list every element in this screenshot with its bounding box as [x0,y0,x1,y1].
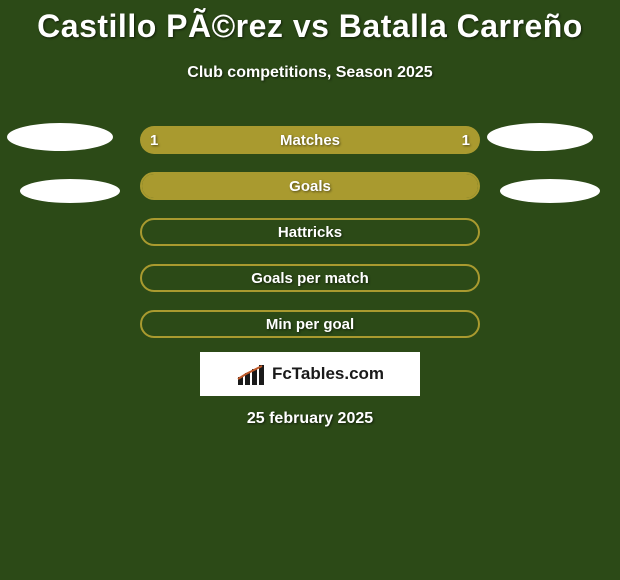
date-label: 25 february 2025 [0,410,620,428]
decorative-ellipse [7,123,113,151]
stat-row-label: Matches [140,126,480,154]
stat-row-label: Goals per match [142,266,478,290]
stat-row-label: Hattricks [142,220,478,244]
stat-row-right-value: 1 [462,126,470,154]
stat-row-label: Min per goal [142,312,478,336]
comparison-infographic: Castillo PÃ©rez vs Batalla Carreño Club c… [0,0,620,580]
fctables-logo: FcTables.com [200,352,420,396]
decorative-ellipse [487,123,593,151]
stat-row-label: Goals [142,174,478,198]
stat-row: Matches1 1 [140,126,480,154]
stat-row: Hattricks [140,218,480,246]
decorative-ellipse [20,179,120,203]
decorative-ellipse [500,179,600,203]
stat-row: Goals [140,172,480,200]
logo-text: FcTables.com [272,364,384,384]
subtitle: Club competitions, Season 2025 [0,64,620,82]
page-title: Castillo PÃ©rez vs Batalla Carreño [0,8,620,45]
stat-row: Min per goal [140,310,480,338]
stat-row-left-value: 1 [150,126,158,154]
chart-icon [236,363,266,385]
stat-row: Goals per match [140,264,480,292]
